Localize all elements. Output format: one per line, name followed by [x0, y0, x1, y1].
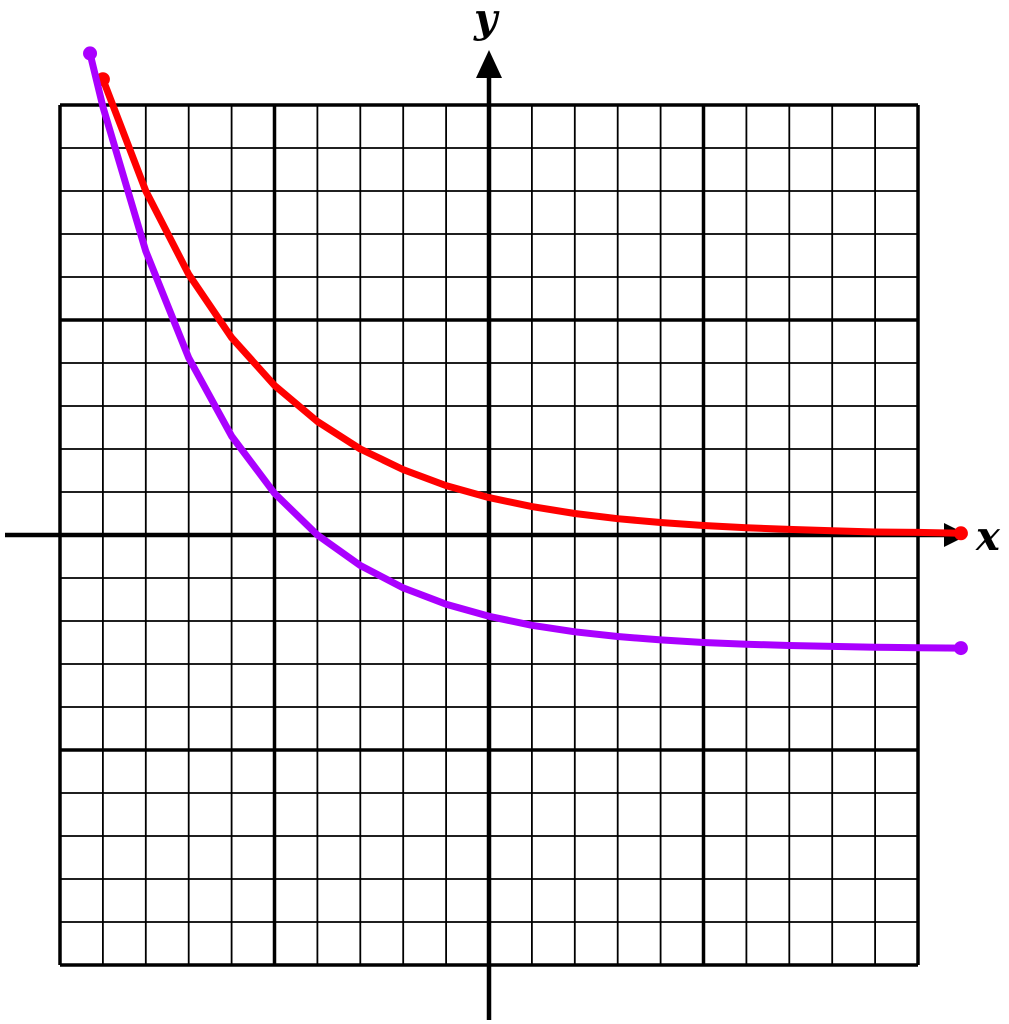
series-1: [83, 46, 968, 656]
x-axis-label: x: [975, 513, 1001, 560]
y-axis-label: y: [473, 0, 500, 42]
y-axis-arrow: [476, 50, 502, 78]
series-0-end-marker: [953, 526, 968, 541]
series-1-start-marker: [83, 46, 98, 61]
series-1-line: [86, 49, 965, 652]
series-0: [95, 72, 968, 541]
curves: [83, 46, 968, 656]
series-1-end-marker: [953, 641, 968, 656]
series-0-line: [99, 75, 965, 537]
